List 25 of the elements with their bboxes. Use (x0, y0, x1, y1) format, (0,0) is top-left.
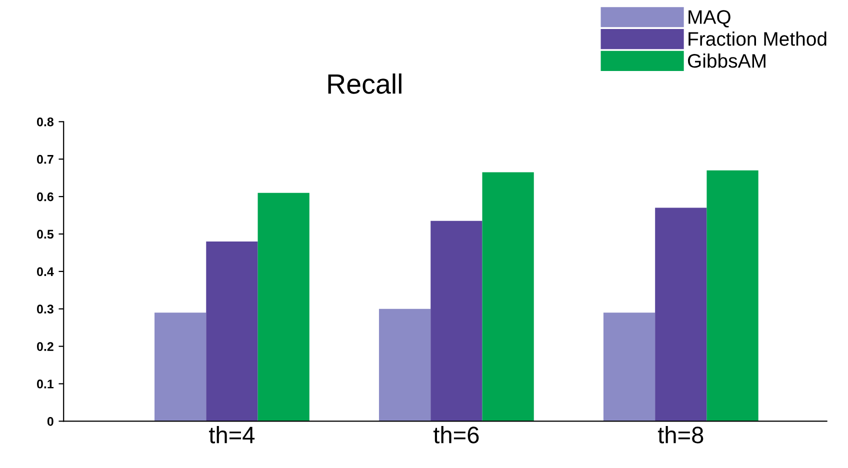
y-tick-label: 0.4 (36, 267, 54, 276)
y-tick-label: 0.2 (36, 342, 54, 351)
bar (258, 192, 310, 422)
legend-label: GibbsAM (688, 53, 766, 68)
y-tick-label: 0.6 (36, 192, 54, 202)
bar (655, 208, 707, 422)
bar (482, 172, 534, 422)
bar (430, 220, 482, 422)
legend-label: MAQ (688, 10, 730, 28)
legend-label: Fraction Method (688, 32, 826, 46)
x-tick-label: th=6 (433, 426, 479, 444)
chart-title: Recall (328, 73, 402, 94)
y-tick-label: 0.5 (36, 230, 54, 239)
bar (154, 312, 206, 422)
bar (706, 170, 758, 422)
bar (206, 241, 258, 422)
x-tick-label: th=8 (658, 426, 704, 444)
y-tick-label: 0.8 (36, 117, 54, 126)
bar (378, 308, 431, 422)
y-tick-label: 0 (47, 417, 54, 426)
y-tick-label: 0.1 (36, 380, 54, 388)
x-tick-label: th=4 (209, 426, 255, 444)
y-tick-label: 0.7 (36, 154, 54, 164)
bar (603, 312, 656, 422)
y-tick-label: 0.3 (36, 304, 54, 314)
